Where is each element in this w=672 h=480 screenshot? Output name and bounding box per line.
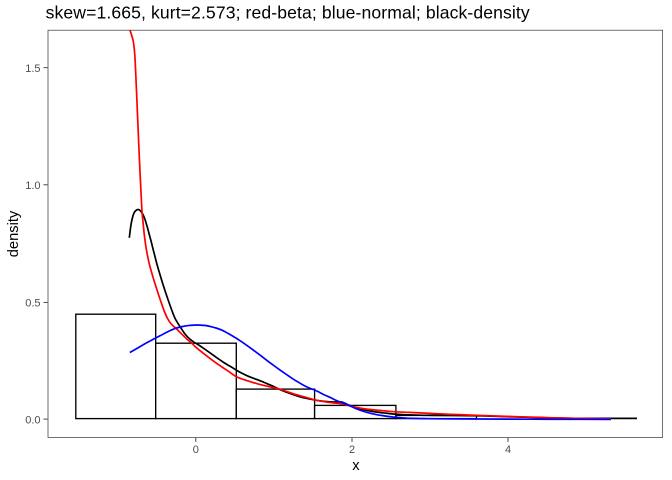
svg-text:4: 4 bbox=[505, 444, 511, 456]
svg-text:1.5: 1.5 bbox=[25, 63, 40, 75]
svg-text:2: 2 bbox=[349, 444, 355, 456]
svg-text:x: x bbox=[352, 458, 360, 474]
svg-text:0.5: 0.5 bbox=[25, 298, 40, 310]
svg-text:skew=1.665, kurt=2.573; red-be: skew=1.665, kurt=2.573; red-beta; blue-n… bbox=[46, 3, 530, 23]
svg-text:1.0: 1.0 bbox=[25, 180, 40, 192]
svg-text:0.0: 0.0 bbox=[25, 414, 40, 426]
svg-text:density: density bbox=[6, 210, 22, 257]
svg-text:0: 0 bbox=[193, 444, 199, 456]
